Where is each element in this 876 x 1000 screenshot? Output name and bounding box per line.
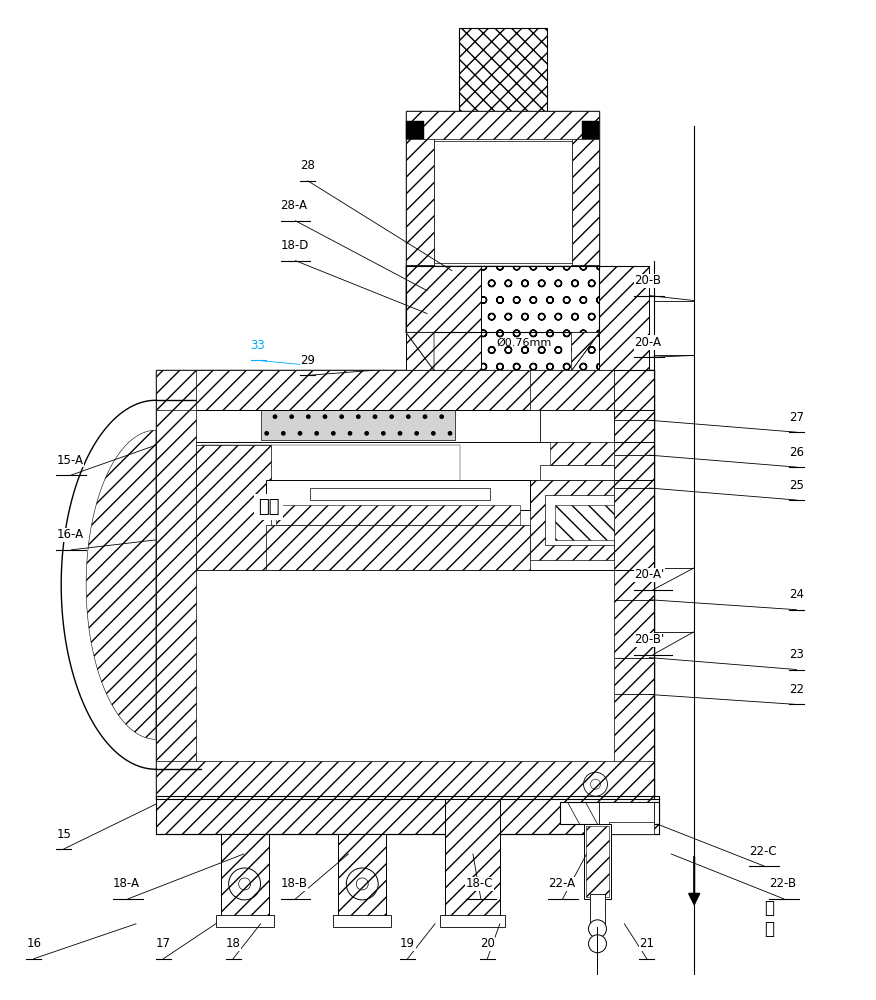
Bar — [434, 141, 571, 263]
Text: 19: 19 — [400, 937, 415, 950]
Bar — [338, 834, 386, 919]
Bar — [582, 121, 599, 139]
Bar — [156, 370, 654, 799]
Text: 28: 28 — [300, 159, 315, 172]
Bar — [540, 410, 614, 442]
Text: 16-A: 16-A — [56, 528, 83, 541]
Bar — [560, 802, 660, 824]
Bar — [406, 111, 434, 266]
Bar — [571, 111, 599, 266]
Bar — [530, 370, 614, 410]
Text: 20: 20 — [480, 937, 495, 950]
Bar — [265, 525, 530, 570]
Bar — [610, 822, 654, 834]
Bar — [530, 480, 614, 560]
Text: 16: 16 — [26, 937, 41, 950]
Text: 18-A: 18-A — [113, 877, 140, 890]
Bar — [215, 915, 273, 927]
Text: 18-D: 18-D — [280, 239, 309, 252]
Polygon shape — [86, 430, 156, 739]
Bar — [195, 370, 614, 410]
Polygon shape — [406, 266, 434, 332]
Bar — [540, 465, 614, 480]
Text: 18: 18 — [226, 937, 241, 950]
Text: 15: 15 — [56, 828, 71, 841]
Bar — [156, 370, 654, 410]
Bar — [406, 266, 481, 370]
Text: 激
光: 激 光 — [764, 899, 774, 938]
Bar — [590, 894, 605, 924]
Bar — [445, 799, 500, 919]
Text: Ø0.76mm: Ø0.76mm — [497, 337, 552, 347]
Bar — [276, 505, 519, 525]
Bar — [406, 111, 599, 139]
Text: 24: 24 — [789, 588, 804, 601]
Text: 17: 17 — [156, 937, 171, 950]
Bar — [545, 495, 614, 545]
Bar — [599, 266, 649, 370]
Text: 21: 21 — [639, 937, 654, 950]
Text: 26: 26 — [789, 446, 804, 459]
Text: 22: 22 — [789, 683, 804, 696]
Bar — [555, 505, 614, 540]
Bar — [201, 445, 460, 570]
Bar — [459, 28, 547, 113]
Text: 18-C: 18-C — [466, 877, 493, 890]
Bar — [585, 826, 610, 897]
Polygon shape — [406, 332, 434, 370]
Text: 电机: 电机 — [258, 498, 279, 516]
Bar — [310, 488, 490, 500]
Bar — [265, 480, 530, 510]
Polygon shape — [571, 266, 599, 332]
Bar — [481, 266, 599, 370]
Bar — [614, 370, 654, 799]
Text: 18-B: 18-B — [280, 877, 307, 890]
Text: 22-C: 22-C — [749, 845, 777, 858]
Text: 20-A': 20-A' — [634, 568, 665, 581]
Text: 25: 25 — [789, 479, 804, 492]
Text: 22-A: 22-A — [548, 877, 575, 890]
Bar — [583, 824, 611, 899]
Bar — [440, 915, 505, 927]
Polygon shape — [571, 332, 599, 370]
Circle shape — [589, 935, 606, 953]
Text: 20-B': 20-B' — [634, 633, 665, 646]
Text: 20-B: 20-B — [634, 274, 661, 287]
Bar — [549, 442, 614, 465]
Bar — [406, 121, 424, 139]
Bar — [156, 796, 660, 834]
Text: 27: 27 — [789, 411, 804, 424]
Text: 22-B: 22-B — [769, 877, 796, 890]
Bar — [599, 802, 654, 824]
Bar — [195, 445, 271, 570]
Text: 15-A: 15-A — [56, 454, 83, 467]
Text: 20-A: 20-A — [634, 336, 661, 349]
Bar — [156, 370, 195, 799]
Text: 23: 23 — [789, 648, 804, 661]
Bar — [221, 834, 269, 919]
Bar — [334, 915, 392, 927]
Text: 29: 29 — [300, 354, 315, 367]
Text: 33: 33 — [251, 339, 265, 352]
Bar — [260, 410, 455, 440]
Circle shape — [589, 920, 606, 938]
Text: 28-A: 28-A — [280, 199, 307, 212]
Bar — [156, 761, 654, 799]
Bar — [406, 111, 599, 266]
